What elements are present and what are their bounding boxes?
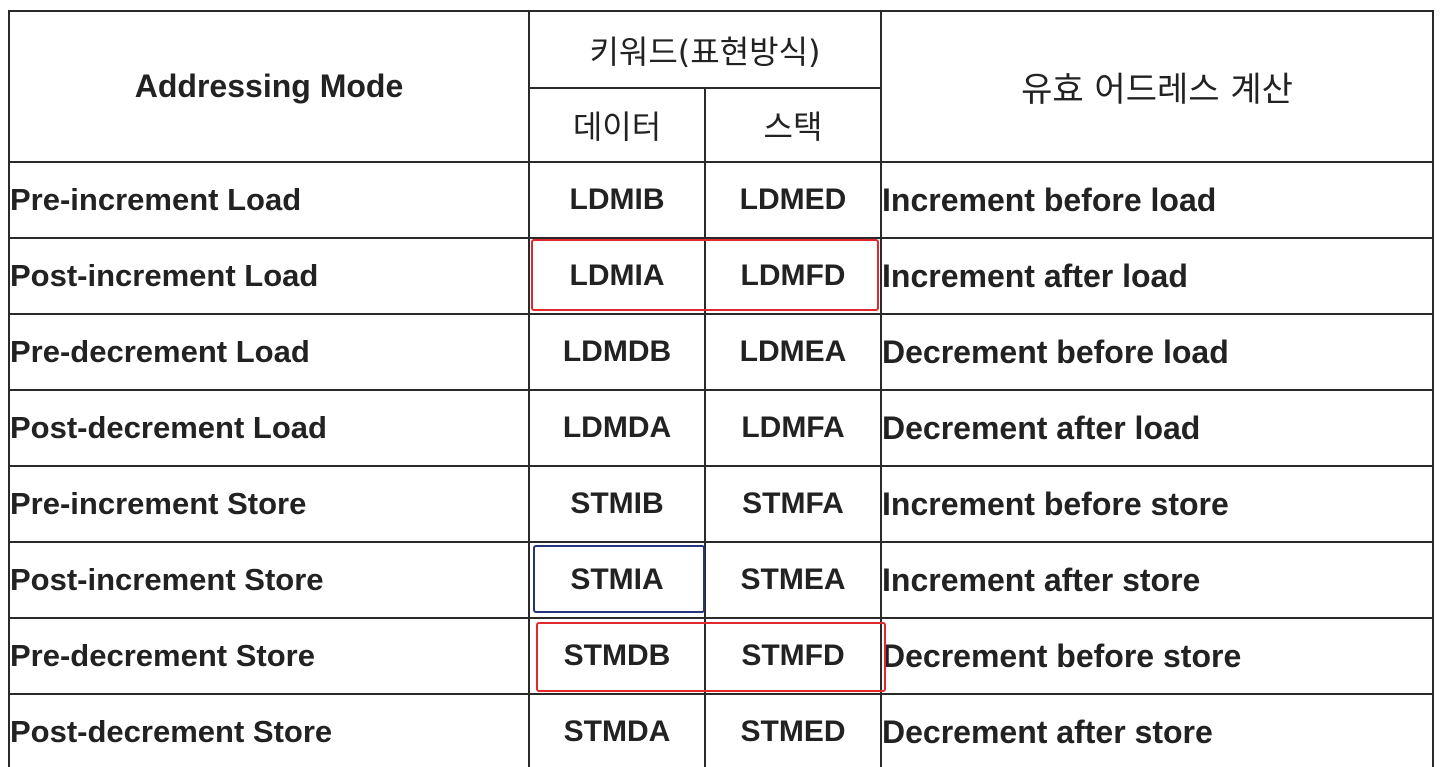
table-row: Pre-decrement Load LDMDB LDMEA Decrement… (8, 313, 1434, 391)
row-mode: Post-decrement Load (8, 389, 530, 467)
row-stack-keyword: LDMED (704, 161, 882, 239)
row-stack-keyword: STMFA (704, 465, 882, 543)
table-row: Post-increment Store STMIA STMEA Increme… (8, 541, 1434, 619)
header-effective-address: 유효 어드레스 계산 (880, 10, 1434, 163)
row-mode: Pre-increment Store (8, 465, 530, 543)
row-stack-keyword: LDMFD (704, 237, 882, 315)
row-data-keyword: STMDB (528, 617, 706, 695)
header-row-2: 데이터 스택 (9, 87, 1433, 163)
row-address-calc: Increment after store (880, 541, 1434, 619)
row-stack-keyword: STMFD (704, 617, 882, 695)
row-stack-keyword: LDMEA (704, 313, 882, 391)
row-address-calc: Decrement after load (880, 389, 1434, 467)
row-data-keyword: STMDA (528, 693, 706, 767)
row-address-calc: Increment before store (880, 465, 1434, 543)
addressing-mode-table: Addressing Mode 키워드(표현방식) 유효 어드레스 계산 데이터… (8, 10, 1434, 767)
row-address-calc: Increment before load (880, 161, 1434, 239)
header-row-1: Addressing Mode 키워드(표현방식) 유효 어드레스 계산 (8, 10, 1434, 163)
row-mode: Pre-decrement Store (8, 617, 530, 695)
table-row: Pre-decrement Store STMDB STMFD Decremen… (8, 617, 1434, 695)
row-mode: Post-increment Load (8, 237, 530, 315)
row-mode: Pre-increment Load (8, 161, 530, 239)
row-stack-keyword: LDMFA (704, 389, 882, 467)
header-stack: 스택 (704, 87, 882, 163)
row-data-keyword: LDMIB (528, 161, 706, 239)
header-data: 데이터 (528, 87, 706, 163)
row-mode: Post-decrement Store (8, 693, 530, 767)
row-address-calc: Decrement after store (880, 693, 1434, 767)
row-mode: Post-increment Store (8, 541, 530, 619)
row-mode: Pre-decrement Load (8, 313, 530, 391)
row-address-calc: Decrement before load (880, 313, 1434, 391)
table-row: Post-increment Load LDMIA LDMFD Incremen… (8, 237, 1434, 315)
row-address-calc: Increment after load (880, 237, 1434, 315)
table-row: Pre-increment Store STMIB STMFA Incremen… (8, 465, 1434, 543)
row-address-calc: Decrement before store (880, 617, 1434, 695)
row-stack-keyword: STMEA (704, 541, 882, 619)
row-stack-keyword: STMED (704, 693, 882, 767)
row-data-keyword: LDMDA (528, 389, 706, 467)
row-data-keyword: LDMDB (528, 313, 706, 391)
header-addressing-mode: Addressing Mode (8, 10, 530, 163)
header-keyword: 키워드(표현방식) (528, 10, 882, 89)
table-row: Post-decrement Load LDMDA LDMFA Decremen… (8, 389, 1434, 467)
table-row: Pre-increment Load LDMIB LDMED Increment… (8, 161, 1434, 239)
row-data-keyword: STMIB (528, 465, 706, 543)
row-data-keyword: LDMIA (528, 237, 706, 315)
row-data-keyword: STMIA (528, 541, 706, 619)
table-row: Post-decrement Store STMDA STMED Decreme… (8, 693, 1434, 767)
